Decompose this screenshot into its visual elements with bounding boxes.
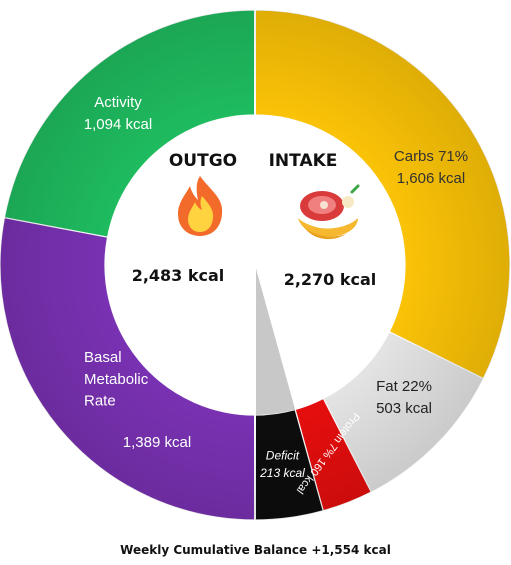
food-icon (298, 186, 358, 239)
intake-segment-carbs (255, 10, 510, 378)
intake-header: INTAKE (269, 151, 338, 171)
bmr-value-label: 1,389 kcal (123, 434, 191, 451)
weekly-balance-footer: Weekly Cumulative Balance +1,554 kcal (0, 543, 511, 557)
fire-icon (178, 176, 222, 236)
outgo-segment-bmr (0, 218, 255, 520)
outgo-header: OUTGO (169, 151, 237, 171)
outgo-total: 2,483 kcal (132, 266, 225, 285)
intake-total: 2,270 kcal (284, 270, 377, 289)
